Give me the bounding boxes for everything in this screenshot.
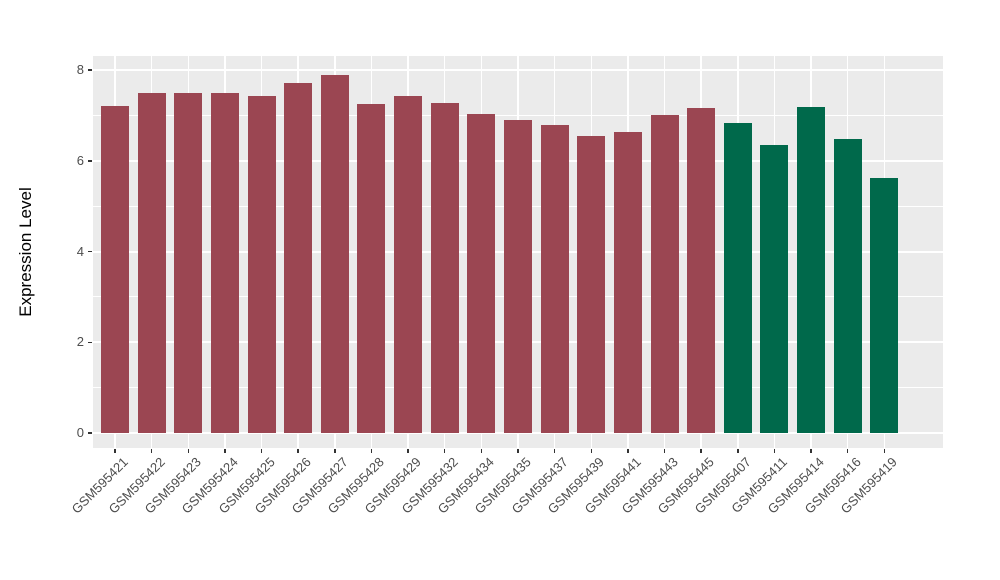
- x-axis-tick: [443, 449, 446, 453]
- x-axis-tick: [810, 449, 812, 453]
- x-axis-tick: [187, 449, 189, 453]
- x-axis-tick: [260, 449, 263, 453]
- x-axis-tick: [627, 449, 629, 453]
- major-gridline: [93, 432, 943, 434]
- bar: [247, 95, 276, 433]
- y-axis-title: Expression Level: [16, 187, 35, 317]
- x-axis-tick: [480, 449, 483, 453]
- x-axis-tick: [883, 449, 886, 453]
- bar: [357, 104, 386, 433]
- bar: [430, 103, 459, 433]
- bar: [284, 82, 313, 433]
- bar: [687, 108, 716, 433]
- bar: [870, 178, 899, 433]
- bar: [137, 92, 166, 433]
- bar: [797, 107, 826, 433]
- y-axis-tick: [88, 432, 92, 434]
- x-axis-tick: [150, 449, 153, 453]
- x-axis-tick: [407, 449, 409, 453]
- y-axis-tick: [88, 160, 92, 162]
- bar: [210, 92, 239, 433]
- y-tick-label: 6: [76, 152, 84, 168]
- bar: [723, 123, 752, 433]
- y-axis-tick: [88, 69, 92, 71]
- x-axis-tick: [553, 449, 556, 453]
- x-axis-tick: [114, 449, 116, 453]
- major-gridline: [93, 69, 943, 71]
- minor-gridline: [93, 114, 943, 116]
- y-tick-label: 0: [76, 425, 84, 440]
- y-axis-tick: [88, 341, 92, 343]
- x-axis-tick: [517, 449, 519, 453]
- x-axis-tick: [297, 449, 299, 453]
- bar: [650, 115, 679, 433]
- bar: [467, 113, 496, 433]
- y-tick-label: 2: [76, 334, 84, 350]
- bar: [613, 132, 642, 433]
- x-axis-tick: [773, 449, 776, 453]
- x-axis-tick: [224, 449, 226, 453]
- bar: [760, 145, 789, 433]
- y-tick-label: 8: [76, 62, 84, 77]
- bar: [833, 138, 862, 433]
- x-axis-tick: [663, 449, 666, 453]
- y-tick-label: 4: [76, 243, 84, 259]
- bar: [320, 75, 349, 433]
- bar: [504, 119, 532, 433]
- bar: [577, 136, 606, 433]
- bar: [174, 92, 203, 433]
- x-axis-tick: [700, 449, 702, 453]
- bar: [100, 106, 129, 433]
- bar: [394, 95, 423, 433]
- plot-panel: [93, 56, 943, 448]
- x-axis-tick: [370, 449, 373, 453]
- bar: [540, 125, 569, 433]
- x-axis-tick: [846, 449, 849, 453]
- x-axis-tick: [334, 449, 336, 453]
- y-axis-tick: [88, 250, 92, 253]
- x-axis-tick: [590, 449, 593, 453]
- x-axis-tick: [737, 449, 739, 453]
